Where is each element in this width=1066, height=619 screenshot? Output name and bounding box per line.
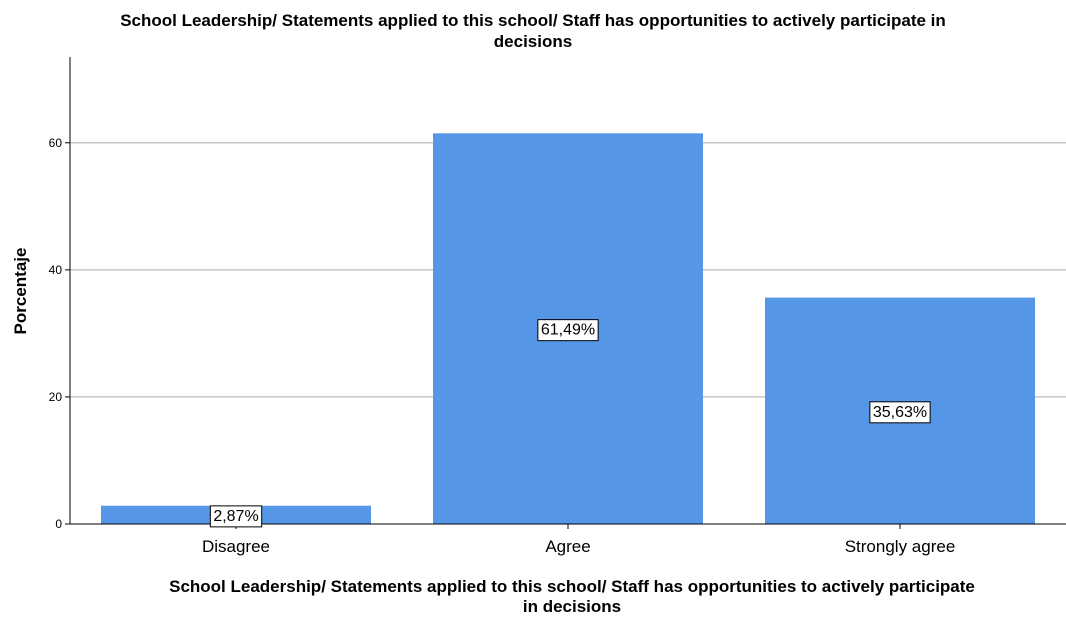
y-axis-title: Porcentaje	[11, 248, 30, 335]
data-label: 35,63%	[869, 401, 931, 424]
y-tick-label: 0	[55, 517, 62, 531]
data-label: 2,87%	[209, 505, 263, 528]
chart-title: School Leadership/ Statements applied to…	[120, 11, 946, 51]
data-label-box	[869, 401, 931, 424]
data-label-box	[537, 319, 599, 342]
x-axis-title: School Leadership/ Statements applied to…	[169, 577, 975, 616]
chart-title-line-2: decisions	[494, 32, 572, 51]
x-tick-label: Strongly agree	[845, 537, 956, 556]
y-tick-label: 60	[49, 136, 63, 150]
chart-title-line-1: School Leadership/ Statements applied to…	[120, 11, 946, 30]
y-tick-label: 20	[49, 390, 63, 404]
y-tick-labels: 0 20 40 60	[49, 136, 70, 531]
data-labels: 2,87% 61,49% 35,63%	[209, 319, 931, 528]
x-axis-title-line-2: in decisions	[523, 597, 621, 616]
x-axis-title-line-1: School Leadership/ Statements applied to…	[169, 577, 975, 596]
data-label-text: 61,49%	[541, 322, 595, 339]
x-tick-label: Disagree	[202, 537, 270, 556]
y-tick-label: 40	[49, 263, 63, 277]
category-labels: Disagree Agree Strongly agree	[202, 524, 955, 556]
data-label-text: 35,63%	[873, 404, 927, 421]
data-label-box	[209, 505, 263, 528]
data-label: 61,49%	[537, 319, 599, 342]
x-tick-label: Agree	[545, 537, 590, 556]
data-label-text: 2,87%	[213, 508, 258, 525]
